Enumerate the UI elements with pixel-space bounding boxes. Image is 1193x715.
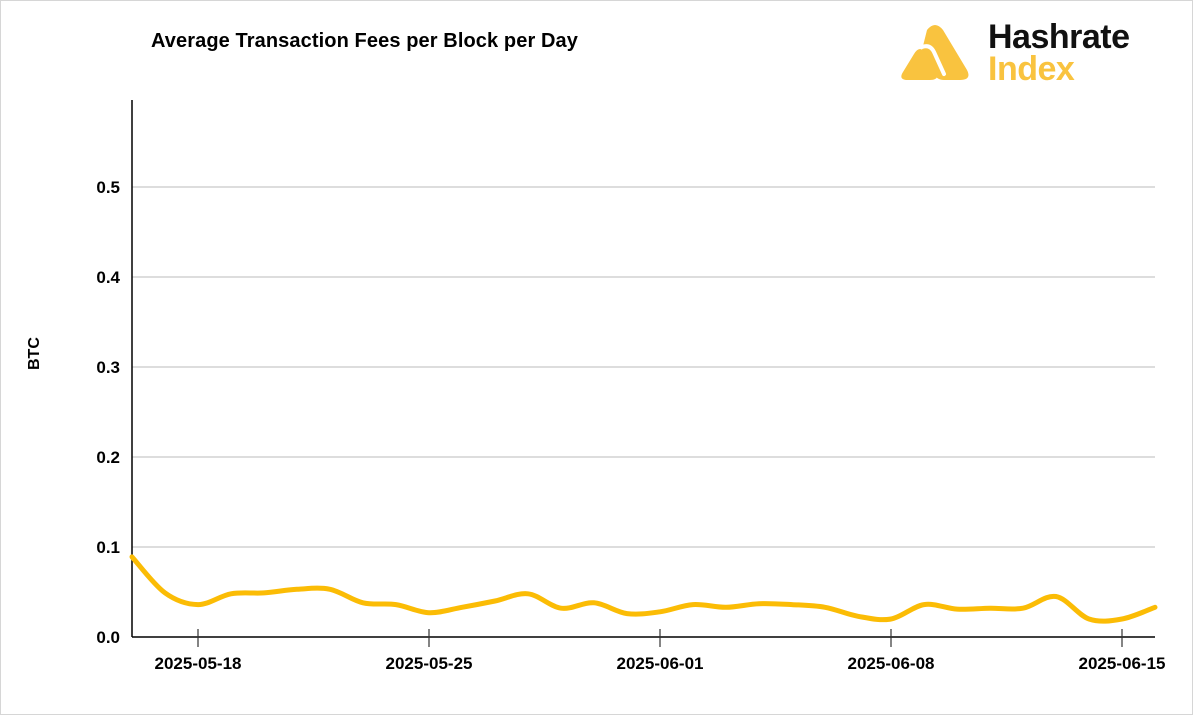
y-tick-label: 0.4 (96, 268, 120, 287)
x-tick-label: 2025-05-25 (386, 654, 473, 673)
x-tick-label: 2025-06-08 (848, 654, 935, 673)
brand-logo: Hashrate Index (900, 18, 1170, 88)
x-tick-label: 2025-05-18 (155, 654, 242, 673)
y-tick-label: 0.3 (96, 358, 120, 377)
chart-title: Average Transaction Fees per Block per D… (151, 30, 578, 52)
logo-text-index: Index (988, 50, 1075, 88)
x-tick-label: 2025-06-01 (617, 654, 704, 673)
y-tick-label: 0.5 (96, 178, 120, 197)
y-tick-label: 0.2 (96, 448, 120, 467)
hashrate-index-logo-icon (901, 25, 969, 80)
y-tick-label: 0.0 (96, 628, 120, 647)
y-tick-label: 0.1 (96, 538, 120, 557)
logo-text-hashrate: Hashrate (988, 18, 1130, 56)
data-line-fees (129, 554, 1158, 624)
x-tick-label: 2025-06-15 (1079, 654, 1166, 673)
